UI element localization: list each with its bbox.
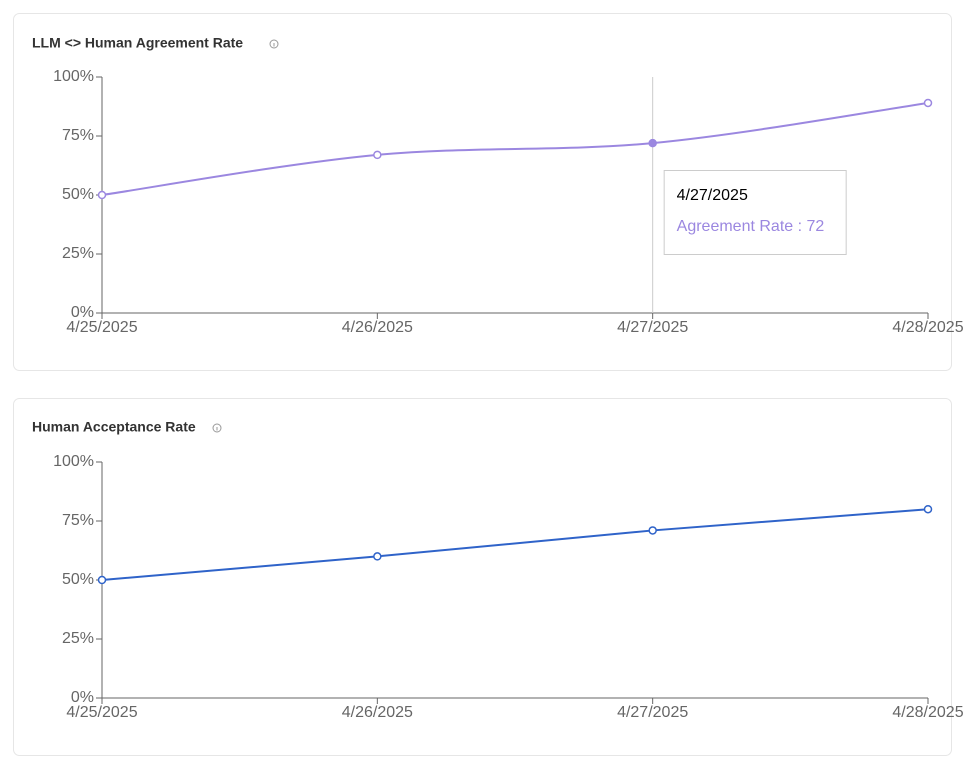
card xyxy=(13,398,952,756)
tooltip-label: Agreement Rate : 72 xyxy=(677,218,825,235)
x-tick-label: 4/26/2025 xyxy=(342,319,413,336)
x-tick-label: 4/28/2025 xyxy=(892,319,963,336)
info-icon[interactable] xyxy=(269,39,279,49)
y-tick-label: 50% xyxy=(62,186,94,203)
x-tick-label: 4/27/2025 xyxy=(617,704,688,721)
y-tick-label: 0% xyxy=(71,304,94,321)
data-point xyxy=(648,138,657,148)
x-tick-label: 4/25/2025 xyxy=(66,704,137,721)
x-tick-label: 4/26/2025 xyxy=(342,704,413,721)
tooltip-title: 4/27/2025 xyxy=(677,187,748,204)
y-tick-label: 75% xyxy=(62,512,94,529)
x-tick-label: 4/28/2025 xyxy=(892,704,963,721)
chart-title: Human Acceptance Rate xyxy=(32,419,196,435)
data-point xyxy=(923,504,933,514)
y-tick-label: 50% xyxy=(62,571,94,588)
y-tick-label: 75% xyxy=(62,127,94,144)
data-point xyxy=(648,526,657,535)
x-tick-label: 4/25/2025 xyxy=(66,319,137,336)
chart-title: LLM <> Human Agreement Rate xyxy=(32,35,243,51)
info-icon[interactable] xyxy=(212,423,222,433)
card xyxy=(13,13,952,371)
series-line xyxy=(101,508,929,581)
series-line xyxy=(101,101,929,196)
data-point xyxy=(373,150,382,160)
data-point xyxy=(97,190,107,200)
y-tick-label: 25% xyxy=(62,630,94,647)
y-tick-label: 100% xyxy=(53,68,94,85)
y-tick-label: 25% xyxy=(62,245,94,262)
y-tick-label: 100% xyxy=(53,453,94,470)
data-point xyxy=(97,575,107,585)
tooltip xyxy=(663,170,847,255)
data-point xyxy=(923,98,933,108)
data-point xyxy=(373,552,382,561)
y-tick-label: 0% xyxy=(71,689,94,706)
x-tick-label: 4/27/2025 xyxy=(617,319,688,336)
